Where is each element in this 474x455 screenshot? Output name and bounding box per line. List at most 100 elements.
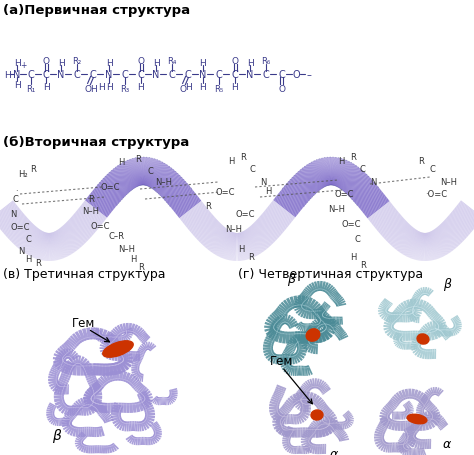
Polygon shape bbox=[78, 209, 100, 227]
Polygon shape bbox=[137, 374, 142, 381]
Polygon shape bbox=[141, 344, 147, 351]
Polygon shape bbox=[317, 417, 323, 427]
Polygon shape bbox=[97, 185, 119, 204]
Polygon shape bbox=[407, 305, 415, 310]
Polygon shape bbox=[445, 220, 466, 239]
Polygon shape bbox=[394, 227, 413, 249]
Polygon shape bbox=[389, 223, 409, 244]
Polygon shape bbox=[274, 198, 297, 216]
Polygon shape bbox=[431, 411, 436, 422]
Polygon shape bbox=[251, 226, 270, 247]
Polygon shape bbox=[383, 218, 404, 238]
Polygon shape bbox=[313, 307, 324, 316]
Polygon shape bbox=[269, 407, 279, 410]
Polygon shape bbox=[51, 233, 59, 260]
Polygon shape bbox=[329, 158, 331, 186]
Polygon shape bbox=[365, 198, 388, 217]
Polygon shape bbox=[432, 231, 447, 255]
Polygon shape bbox=[423, 287, 426, 295]
Polygon shape bbox=[330, 293, 339, 300]
Polygon shape bbox=[75, 442, 83, 445]
Polygon shape bbox=[131, 421, 133, 431]
Polygon shape bbox=[54, 392, 64, 396]
Text: O: O bbox=[231, 56, 238, 66]
Polygon shape bbox=[453, 327, 461, 332]
Polygon shape bbox=[90, 383, 100, 389]
Polygon shape bbox=[64, 363, 74, 370]
Polygon shape bbox=[302, 292, 311, 298]
Polygon shape bbox=[388, 443, 390, 453]
Polygon shape bbox=[106, 349, 112, 359]
Polygon shape bbox=[53, 364, 62, 370]
Polygon shape bbox=[407, 342, 408, 350]
Polygon shape bbox=[102, 414, 111, 421]
Polygon shape bbox=[161, 177, 182, 197]
Polygon shape bbox=[405, 410, 411, 417]
Polygon shape bbox=[87, 427, 89, 437]
Polygon shape bbox=[237, 233, 241, 261]
Polygon shape bbox=[33, 233, 45, 258]
Polygon shape bbox=[380, 216, 401, 234]
Polygon shape bbox=[310, 443, 315, 453]
Polygon shape bbox=[59, 228, 77, 251]
Polygon shape bbox=[68, 221, 89, 241]
Polygon shape bbox=[314, 331, 319, 344]
Polygon shape bbox=[325, 416, 328, 426]
Polygon shape bbox=[355, 184, 376, 203]
Polygon shape bbox=[438, 422, 447, 430]
Polygon shape bbox=[338, 333, 347, 340]
Polygon shape bbox=[301, 332, 303, 344]
Text: R₁: R₁ bbox=[27, 84, 36, 93]
Polygon shape bbox=[267, 208, 290, 226]
Polygon shape bbox=[64, 424, 73, 433]
Polygon shape bbox=[286, 317, 293, 326]
Polygon shape bbox=[329, 320, 337, 329]
Polygon shape bbox=[448, 329, 450, 337]
Polygon shape bbox=[285, 427, 290, 437]
Polygon shape bbox=[174, 195, 197, 213]
Polygon shape bbox=[371, 205, 393, 223]
Polygon shape bbox=[88, 397, 92, 407]
Polygon shape bbox=[431, 349, 433, 359]
Polygon shape bbox=[151, 422, 158, 428]
Text: ·: · bbox=[15, 187, 18, 196]
Polygon shape bbox=[54, 398, 64, 402]
Polygon shape bbox=[69, 220, 90, 239]
Polygon shape bbox=[374, 436, 384, 439]
Polygon shape bbox=[88, 387, 96, 396]
Polygon shape bbox=[141, 399, 150, 405]
Polygon shape bbox=[138, 393, 148, 398]
Text: H: H bbox=[14, 81, 20, 89]
Polygon shape bbox=[285, 444, 292, 451]
Polygon shape bbox=[436, 228, 454, 250]
Polygon shape bbox=[288, 321, 297, 328]
Polygon shape bbox=[408, 331, 411, 341]
Polygon shape bbox=[111, 410, 121, 414]
Polygon shape bbox=[399, 229, 416, 253]
Polygon shape bbox=[404, 411, 409, 419]
Polygon shape bbox=[320, 306, 327, 312]
Polygon shape bbox=[456, 206, 474, 224]
Polygon shape bbox=[135, 355, 143, 359]
Polygon shape bbox=[47, 407, 55, 411]
Polygon shape bbox=[327, 289, 337, 296]
Polygon shape bbox=[430, 388, 435, 395]
Polygon shape bbox=[100, 403, 104, 413]
Polygon shape bbox=[83, 203, 105, 221]
Polygon shape bbox=[190, 214, 212, 233]
Polygon shape bbox=[50, 233, 53, 261]
Polygon shape bbox=[331, 317, 333, 325]
Polygon shape bbox=[62, 385, 64, 395]
Polygon shape bbox=[375, 429, 385, 434]
Polygon shape bbox=[260, 217, 282, 236]
Polygon shape bbox=[438, 421, 447, 428]
Polygon shape bbox=[363, 196, 385, 213]
Polygon shape bbox=[98, 409, 107, 416]
Polygon shape bbox=[117, 325, 123, 335]
Polygon shape bbox=[301, 293, 310, 300]
Polygon shape bbox=[424, 393, 431, 399]
Polygon shape bbox=[62, 423, 72, 427]
Polygon shape bbox=[112, 363, 118, 375]
Polygon shape bbox=[297, 366, 299, 376]
Polygon shape bbox=[112, 335, 114, 344]
